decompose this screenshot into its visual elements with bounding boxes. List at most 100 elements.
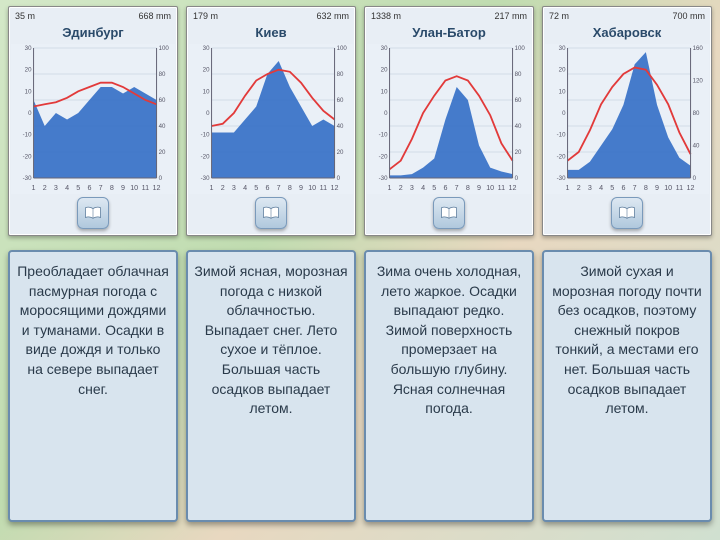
svg-text:40: 40 <box>159 124 166 130</box>
svg-text:20: 20 <box>159 150 166 156</box>
svg-text:12: 12 <box>509 184 517 192</box>
svg-text:100: 100 <box>337 46 348 52</box>
book-icon[interactable] <box>77 197 109 229</box>
svg-text:5: 5 <box>254 184 258 192</box>
svg-text:60: 60 <box>159 98 166 104</box>
svg-text:20: 20 <box>515 150 522 156</box>
climate-description: Зимой сухая и морозная погоду почти без … <box>542 250 712 522</box>
svg-text:1: 1 <box>388 184 392 192</box>
svg-text:60: 60 <box>515 98 522 104</box>
svg-text:11: 11 <box>676 184 684 192</box>
svg-text:-20: -20 <box>379 154 389 160</box>
chart-header: 72 m 700 mm <box>545 9 709 23</box>
climate-chart-panel: 1338 m 217 mm Улан-Батор -30-20-10010203… <box>364 6 534 236</box>
svg-text:2: 2 <box>399 184 403 192</box>
svg-text:10: 10 <box>664 184 672 192</box>
svg-text:6: 6 <box>87 184 91 192</box>
climate-chart-panel: 179 m 632 mm Киев -30-20-100102030020406… <box>186 6 356 236</box>
svg-text:20: 20 <box>381 68 388 74</box>
svg-text:5: 5 <box>76 184 80 192</box>
svg-text:80: 80 <box>159 72 166 78</box>
svg-text:20: 20 <box>25 68 32 74</box>
svg-text:3: 3 <box>54 184 58 192</box>
svg-text:3: 3 <box>410 184 414 192</box>
city-name: Киев <box>189 25 353 40</box>
svg-text:7: 7 <box>99 184 103 192</box>
svg-text:100: 100 <box>515 46 526 52</box>
svg-text:7: 7 <box>633 184 637 192</box>
climate-chart: -30-20-100102030020406080100123456789101… <box>11 44 175 194</box>
svg-text:9: 9 <box>299 184 303 192</box>
climate-description: Преобладает облачная пасмурная погода с … <box>8 250 178 522</box>
svg-text:9: 9 <box>655 184 659 192</box>
svg-text:2: 2 <box>43 184 47 192</box>
svg-text:30: 30 <box>203 46 210 52</box>
svg-text:40: 40 <box>515 124 522 130</box>
city-name: Улан-Батор <box>367 25 531 40</box>
svg-text:8: 8 <box>110 184 114 192</box>
svg-text:40: 40 <box>337 124 344 130</box>
svg-text:10: 10 <box>203 89 210 95</box>
svg-text:10: 10 <box>486 184 494 192</box>
svg-text:7: 7 <box>455 184 459 192</box>
climate-chart-panel: 35 m 668 mm Эдинбург -30-20-100102030020… <box>8 6 178 236</box>
svg-text:40: 40 <box>693 144 700 150</box>
svg-text:4: 4 <box>243 184 247 192</box>
chart-header: 35 m 668 mm <box>11 9 175 23</box>
svg-text:-10: -10 <box>557 133 567 139</box>
book-icon[interactable] <box>255 197 287 229</box>
svg-text:-10: -10 <box>379 133 389 139</box>
climate-description: Зима очень холодная, лето жаркое. Осадки… <box>364 250 534 522</box>
precip-total-label: 632 mm <box>316 11 349 21</box>
svg-text:3: 3 <box>588 184 592 192</box>
precip-total-label: 217 mm <box>494 11 527 21</box>
svg-text:11: 11 <box>498 184 506 192</box>
svg-text:9: 9 <box>477 184 481 192</box>
chart-header: 1338 m 217 mm <box>367 9 531 23</box>
svg-text:-30: -30 <box>201 176 211 182</box>
svg-text:-30: -30 <box>23 176 33 182</box>
svg-text:5: 5 <box>610 184 614 192</box>
svg-text:20: 20 <box>337 150 344 156</box>
svg-text:1: 1 <box>32 184 36 192</box>
svg-text:4: 4 <box>65 184 69 192</box>
svg-text:20: 20 <box>203 68 210 74</box>
city-name: Хабаровск <box>545 25 709 40</box>
svg-text:6: 6 <box>443 184 447 192</box>
elevation-label: 179 m <box>193 11 218 21</box>
book-icon[interactable] <box>611 197 643 229</box>
book-icon[interactable] <box>433 197 465 229</box>
chart-header: 179 m 632 mm <box>189 9 353 23</box>
svg-text:1: 1 <box>566 184 570 192</box>
svg-text:8: 8 <box>466 184 470 192</box>
svg-text:2: 2 <box>577 184 581 192</box>
svg-text:7: 7 <box>277 184 281 192</box>
climate-chart: -30-20-100102030020406080100123456789101… <box>189 44 353 194</box>
svg-text:-30: -30 <box>379 176 389 182</box>
climate-chart-panel: 72 m 700 mm Хабаровск -30-20-10010203004… <box>542 6 712 236</box>
svg-text:120: 120 <box>693 79 704 85</box>
svg-text:1: 1 <box>210 184 214 192</box>
svg-text:12: 12 <box>331 184 339 192</box>
svg-text:2: 2 <box>221 184 225 192</box>
svg-text:8: 8 <box>288 184 292 192</box>
svg-text:-10: -10 <box>23 133 33 139</box>
climate-chart: -30-20-100102030040801201601234567891011… <box>545 44 709 194</box>
svg-text:80: 80 <box>337 72 344 78</box>
svg-text:12: 12 <box>687 184 695 192</box>
svg-text:20: 20 <box>559 68 566 74</box>
svg-text:10: 10 <box>308 184 316 192</box>
climate-description: Зимой ясная, морозная погода с низкой об… <box>186 250 356 522</box>
svg-text:-20: -20 <box>557 154 567 160</box>
precip-total-label: 668 mm <box>138 11 171 21</box>
svg-text:10: 10 <box>25 89 32 95</box>
svg-text:6: 6 <box>265 184 269 192</box>
svg-text:-10: -10 <box>201 133 211 139</box>
svg-text:60: 60 <box>337 98 344 104</box>
svg-text:100: 100 <box>159 46 170 52</box>
svg-text:11: 11 <box>142 184 150 192</box>
svg-text:-30: -30 <box>557 176 567 182</box>
svg-text:-20: -20 <box>201 154 211 160</box>
svg-text:10: 10 <box>130 184 138 192</box>
svg-text:160: 160 <box>693 46 704 52</box>
